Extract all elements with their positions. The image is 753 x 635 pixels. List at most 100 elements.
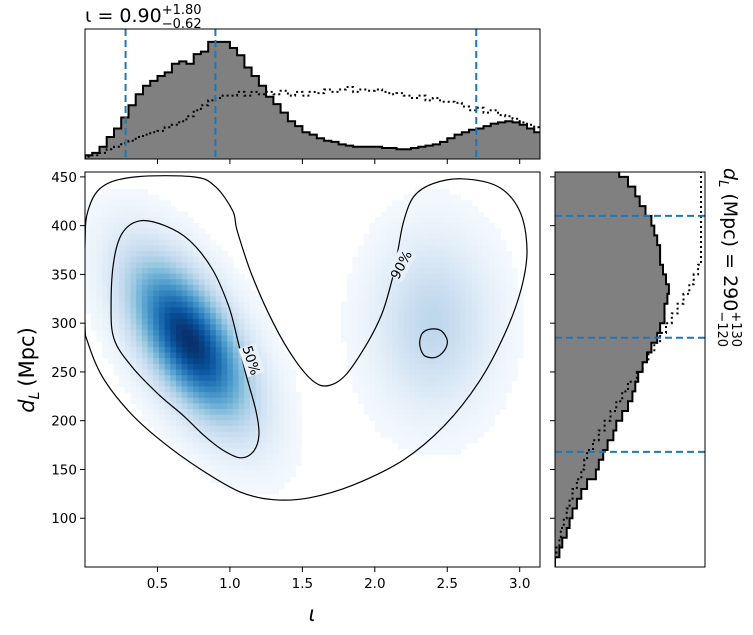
heatmap-cell: [96, 239, 103, 246]
heatmap-cell: [386, 335, 393, 342]
heatmap-cell: [380, 352, 388, 359]
heatmap-cell: [232, 442, 240, 450]
heatmap-cell: [267, 425, 274, 433]
heatmap-cell: [505, 301, 513, 309]
heatmap-cell: [403, 392, 410, 399]
heatmap-cell: [193, 330, 200, 337]
heatmap-cell: [261, 341, 268, 348]
heatmap-cell: [380, 313, 388, 320]
heatmap-cell: [483, 222, 490, 230]
heatmap-cell: [198, 267, 206, 275]
heatmap-cell: [392, 239, 399, 246]
heatmap-cell: [170, 290, 177, 297]
heatmap-cell: [249, 392, 257, 399]
heatmap-cell: [426, 296, 433, 303]
heatmap-cell: [477, 267, 484, 275]
heatmap-cell: [187, 420, 194, 427]
heatmap-cell: [386, 403, 393, 410]
heatmap-cell: [187, 318, 194, 325]
heatmap-cell: [232, 273, 240, 280]
heatmap-cell: [227, 267, 234, 275]
heatmap-cell: [352, 273, 359, 280]
heatmap-cell: [141, 296, 149, 303]
heatmap-cell: [414, 369, 422, 376]
heatmap-cell: [466, 279, 473, 286]
heatmap-cell: [221, 465, 228, 472]
heatmap-cell: [244, 296, 251, 303]
heatmap-cell: [119, 245, 126, 252]
heatmap-cell: [454, 273, 461, 280]
heatmap-cell: [176, 369, 183, 376]
heatmap-cell: [158, 409, 166, 416]
heatmap-cell: [198, 284, 206, 292]
heatmap-cell: [181, 324, 188, 331]
heatmap-cell: [369, 409, 376, 416]
heatmap-cell: [431, 409, 439, 416]
heatmap-cell: [494, 397, 501, 404]
heatmap-cell: [454, 448, 461, 455]
heatmap-cell: [113, 217, 120, 224]
heatmap-cell: [363, 301, 370, 309]
heatmap-cell: [375, 284, 382, 292]
heatmap-cell: [505, 363, 513, 371]
heatmap-cell: [426, 239, 433, 246]
heatmap-cell: [358, 341, 365, 348]
heatmap-cell: [198, 228, 206, 235]
heatmap-cell: [403, 397, 410, 404]
heatmap-cell: [431, 369, 439, 376]
heatmap-cell: [107, 217, 115, 224]
heatmap-cell: [443, 448, 450, 455]
heatmap-cell: [181, 392, 188, 399]
heatmap-cell: [113, 352, 120, 359]
heatmap-cell: [483, 318, 490, 325]
heatmap-cell: [124, 239, 132, 246]
heatmap-cell: [181, 296, 188, 303]
heatmap-cell: [249, 482, 257, 489]
heatmap-cell: [249, 324, 257, 331]
heatmap-cell: [221, 397, 228, 404]
heatmap-cell: [210, 454, 217, 461]
heatmap-cell: [204, 459, 211, 467]
heatmap-cell: [124, 363, 132, 371]
heatmap-cell: [153, 279, 160, 286]
heatmap-cell: [113, 358, 120, 365]
heatmap-cell: [193, 324, 200, 331]
heatmap-cell: [363, 335, 370, 342]
heatmap-cell: [386, 205, 393, 213]
heatmap-cell: [284, 358, 291, 365]
heatmap-cell: [466, 363, 473, 371]
heatmap-cell: [358, 290, 365, 297]
heatmap-cell: [471, 205, 479, 213]
heatmap-cell: [210, 262, 217, 269]
heatmap-cell: [124, 318, 132, 325]
heatmap-cell: [227, 279, 234, 286]
heatmap-cell: [193, 386, 200, 393]
heatmap-cell: [460, 442, 467, 450]
heatmap-cell: [141, 363, 149, 371]
heatmap-cell: [164, 425, 171, 433]
heatmap-cell: [494, 301, 501, 309]
joint-x-ticks: 0.5 1.0 1.5 2.0 2.5 3.0: [147, 567, 530, 592]
heatmap-cell: [477, 392, 484, 399]
heatmap-cell: [392, 386, 399, 393]
heatmap-cell: [437, 324, 444, 331]
heatmap-cell: [431, 330, 439, 337]
heatmap-cell: [193, 307, 200, 314]
heatmap-cell: [403, 341, 410, 348]
heatmap-cell: [113, 234, 120, 241]
heatmap-cell: [431, 324, 439, 331]
heatmap-cell: [198, 346, 206, 354]
heatmap-cell: [505, 267, 513, 275]
heatmap-cell: [227, 459, 234, 467]
heatmap-cell: [215, 442, 223, 450]
heatmap-cell: [193, 239, 200, 246]
heatmap-cell: [375, 301, 382, 309]
right-title-var: d: [719, 168, 741, 181]
heatmap-cell: [431, 205, 439, 213]
heatmap-cell: [414, 194, 422, 201]
heatmap-cell: [483, 228, 490, 235]
heatmap-cell: [403, 239, 410, 246]
heatmap-cell: [198, 369, 206, 376]
heatmap-cell: [193, 380, 200, 388]
